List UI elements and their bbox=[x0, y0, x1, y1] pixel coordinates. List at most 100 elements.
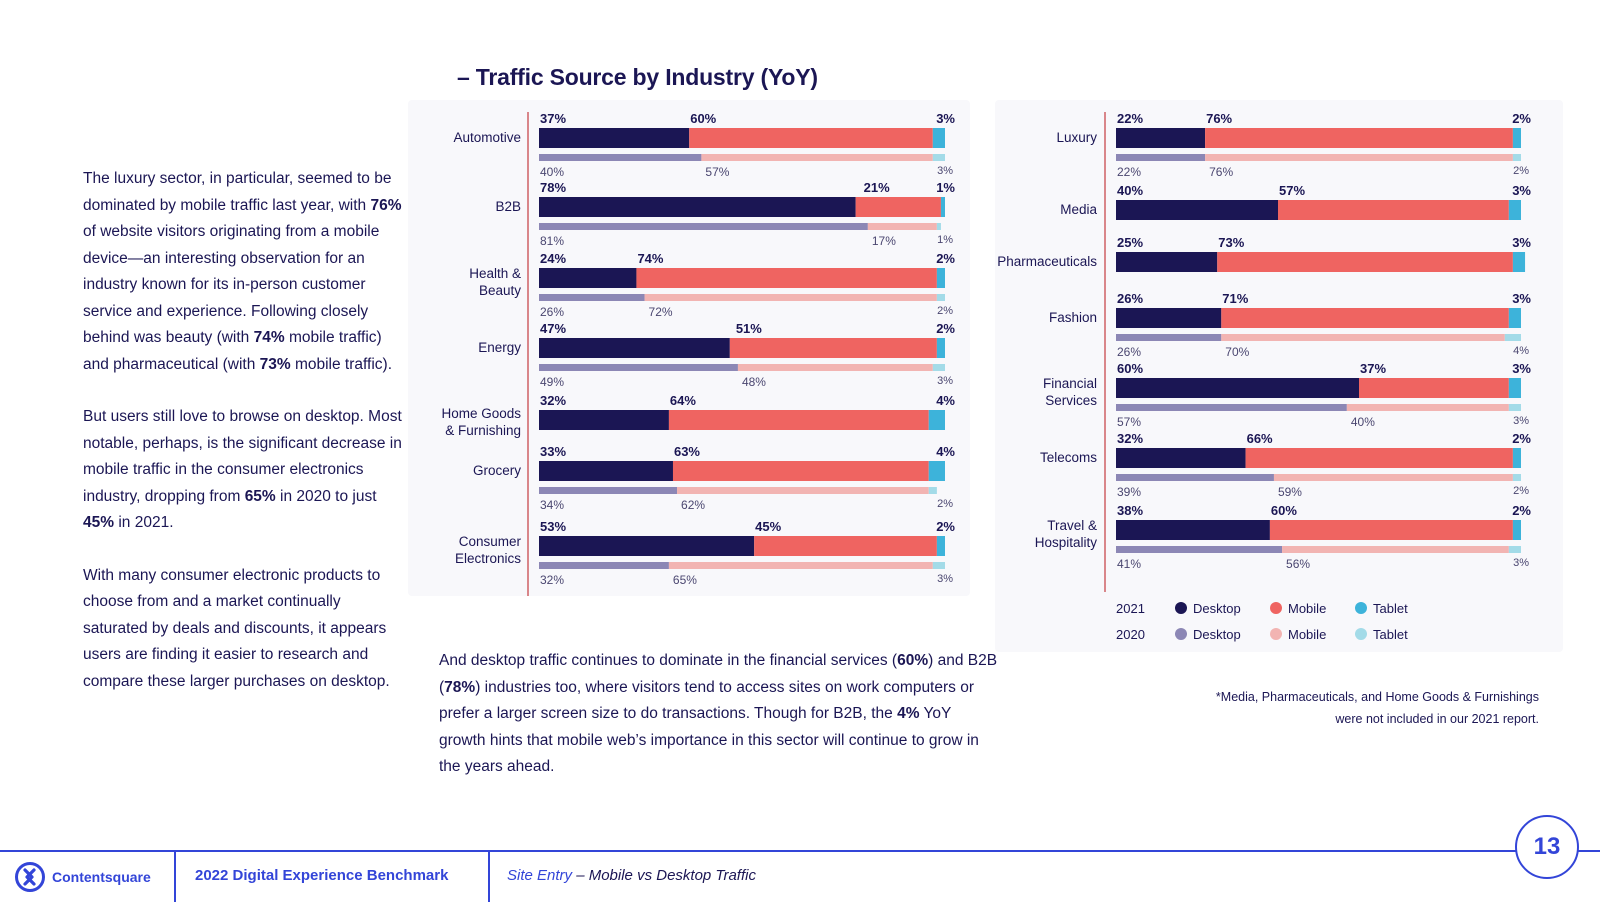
bar-2020-tablet bbox=[932, 364, 945, 371]
value-label-2020-desktop: 26% bbox=[540, 305, 564, 319]
bar-2020-tablet bbox=[932, 154, 945, 161]
value-label-2020-tablet: 1% bbox=[937, 234, 953, 246]
footer: Contentsquare 2022 Digital Experience Be… bbox=[0, 850, 1600, 902]
paragraph: The luxury sector, in particular, seemed… bbox=[83, 166, 403, 378]
value-label-2020-tablet: 2% bbox=[937, 305, 953, 317]
bar-2021-tablet bbox=[1512, 520, 1521, 540]
bar-2021-desktop bbox=[1116, 252, 1218, 272]
value-label-2021-desktop: 47% bbox=[540, 321, 566, 336]
bar-2021-mobile bbox=[729, 338, 937, 358]
text-run: mobile traffic) and pharmaceutical (with bbox=[83, 329, 382, 373]
text-run: The luxury sector, in particular, seemed… bbox=[83, 170, 392, 214]
text-run: ) and B2B ( bbox=[439, 652, 998, 696]
legend-label: Mobile bbox=[1288, 627, 1326, 642]
bar-2020-tablet bbox=[1508, 546, 1521, 553]
report-title: 2022 Digital Experience Benchmark bbox=[195, 867, 449, 884]
value-label-2021-desktop: 53% bbox=[540, 519, 566, 534]
value-label-2021-mobile: 37% bbox=[1360, 361, 1386, 376]
legend-label: Desktop bbox=[1193, 601, 1241, 616]
value-label-2021-tablet: 3% bbox=[936, 111, 955, 126]
paragraph: But users still love to browse on deskto… bbox=[83, 404, 403, 537]
bar-2020-desktop bbox=[1116, 546, 1283, 553]
value-label-2020-desktop: 39% bbox=[1117, 485, 1141, 499]
value-label-2020-mobile: 72% bbox=[649, 305, 673, 319]
value-label-2020-tablet: 2% bbox=[937, 498, 953, 510]
category-label: Consumer bbox=[459, 534, 522, 549]
value-label-2020-desktop: 32% bbox=[540, 573, 564, 587]
bar-2021-tablet bbox=[928, 461, 945, 481]
bar-2020-tablet bbox=[936, 294, 945, 301]
bar-2020-tablet bbox=[932, 562, 945, 569]
value-label-2020-mobile: 65% bbox=[673, 573, 697, 587]
category-label: Services bbox=[1045, 393, 1097, 408]
value-label-2020-desktop: 49% bbox=[540, 375, 564, 389]
value-label-2020-mobile: 76% bbox=[1209, 165, 1233, 179]
footer-divider bbox=[174, 852, 176, 902]
text-run: of website visitors originating from a m… bbox=[83, 223, 380, 346]
value-label-2021-mobile: 76% bbox=[1206, 111, 1232, 126]
section-name: Site Entry bbox=[507, 867, 573, 884]
paragraph: With many consumer electronic products t… bbox=[83, 563, 403, 696]
highlight-value: 73% bbox=[259, 355, 291, 373]
value-label-2020-mobile: 70% bbox=[1225, 345, 1249, 359]
bar-2020-desktop bbox=[539, 294, 645, 301]
bar-2020-desktop bbox=[539, 223, 868, 230]
bar-2020-tablet bbox=[1508, 404, 1521, 411]
bar-2020-desktop bbox=[539, 364, 738, 371]
text-run: And desktop traffic continues to dominat… bbox=[439, 652, 898, 669]
value-label-2020-tablet: 2% bbox=[1513, 485, 1529, 497]
value-label-2020-desktop: 26% bbox=[1117, 345, 1141, 359]
text-run: With many consumer electronic products t… bbox=[83, 566, 390, 690]
value-label-2021-tablet: 2% bbox=[936, 321, 955, 336]
bar-2021-tablet bbox=[1508, 378, 1521, 398]
value-label-2020-mobile: 17% bbox=[872, 234, 896, 248]
legend-label: Tablet bbox=[1373, 627, 1408, 642]
bar-2021-tablet bbox=[936, 268, 945, 288]
bar-2021-tablet bbox=[1508, 308, 1521, 328]
bar-2020-desktop bbox=[1116, 404, 1347, 411]
text-run: YoY growth hints that mobile web’s impor… bbox=[439, 705, 979, 775]
value-label-2020-mobile: 62% bbox=[681, 498, 705, 512]
category-label: Pharmaceuticals bbox=[997, 254, 1097, 269]
bar-2021-mobile bbox=[1359, 378, 1509, 398]
value-label-2021-desktop: 37% bbox=[540, 111, 566, 126]
category-label: Telecoms bbox=[1040, 450, 1097, 465]
value-label-2020-desktop: 81% bbox=[540, 234, 564, 248]
footnote-line-2: were not included in our 2021 report. bbox=[1335, 712, 1539, 726]
bar-2020-mobile bbox=[737, 364, 933, 371]
legend-swatch bbox=[1355, 628, 1367, 640]
bar-2020-tablet bbox=[1512, 154, 1521, 161]
value-label-2021-tablet: 4% bbox=[936, 393, 955, 408]
value-label-2020-mobile: 56% bbox=[1286, 557, 1310, 571]
value-label-2020-desktop: 40% bbox=[540, 165, 564, 179]
text-run: in 2021. bbox=[114, 514, 174, 531]
bar-2021-desktop bbox=[539, 461, 673, 481]
bar-2020-desktop bbox=[539, 562, 669, 569]
value-label-2021-desktop: 60% bbox=[1117, 361, 1143, 376]
value-label-2021-mobile: 21% bbox=[864, 180, 890, 195]
value-label-2021-desktop: 33% bbox=[540, 444, 566, 459]
value-label-2021-mobile: 57% bbox=[1279, 183, 1305, 198]
highlight-value: 4% bbox=[897, 705, 920, 722]
value-label-2021-desktop: 32% bbox=[540, 393, 566, 408]
value-label-2020-mobile: 59% bbox=[1278, 485, 1302, 499]
value-label-2021-tablet: 3% bbox=[1512, 235, 1531, 250]
bar-2021-mobile bbox=[1269, 520, 1513, 540]
category-label: & Furnishing bbox=[445, 423, 521, 438]
value-label-2021-desktop: 32% bbox=[1117, 431, 1143, 446]
bar-2021-tablet bbox=[936, 338, 945, 358]
bar-2021-tablet bbox=[936, 536, 945, 556]
value-label-2021-mobile: 64% bbox=[670, 393, 696, 408]
value-label-2020-tablet: 3% bbox=[1513, 557, 1529, 569]
value-label-2020-tablet: 4% bbox=[1513, 345, 1529, 357]
value-label-2020-tablet: 2% bbox=[1513, 165, 1529, 177]
brand-logo[interactable]: Contentsquare bbox=[14, 861, 151, 893]
bar-2020-mobile bbox=[1273, 474, 1513, 481]
category-label: Electronics bbox=[455, 551, 521, 566]
value-label-2020-desktop: 41% bbox=[1117, 557, 1141, 571]
bar-2021-desktop bbox=[539, 197, 856, 217]
value-label-2021-tablet: 1% bbox=[936, 180, 955, 195]
category-label: Health & bbox=[469, 266, 521, 281]
legend-swatch bbox=[1355, 602, 1367, 614]
value-label-2021-tablet: 2% bbox=[936, 251, 955, 266]
